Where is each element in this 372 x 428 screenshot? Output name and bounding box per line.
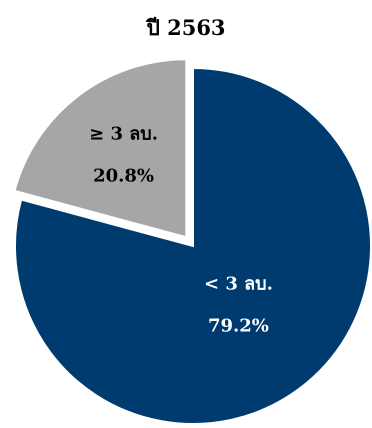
slice-value-label-1: 79.2% bbox=[208, 315, 269, 336]
slice-value-label-2: 20.8% bbox=[93, 165, 154, 186]
slice-label-2: ≥ 3 ลบ. bbox=[89, 123, 158, 144]
pie-slice-1 bbox=[14, 66, 372, 425]
pie-slice-2 bbox=[13, 58, 188, 239]
slice-label-1: < 3 ลบ. bbox=[204, 273, 273, 294]
chart-title: ปี 2563 bbox=[146, 15, 226, 40]
